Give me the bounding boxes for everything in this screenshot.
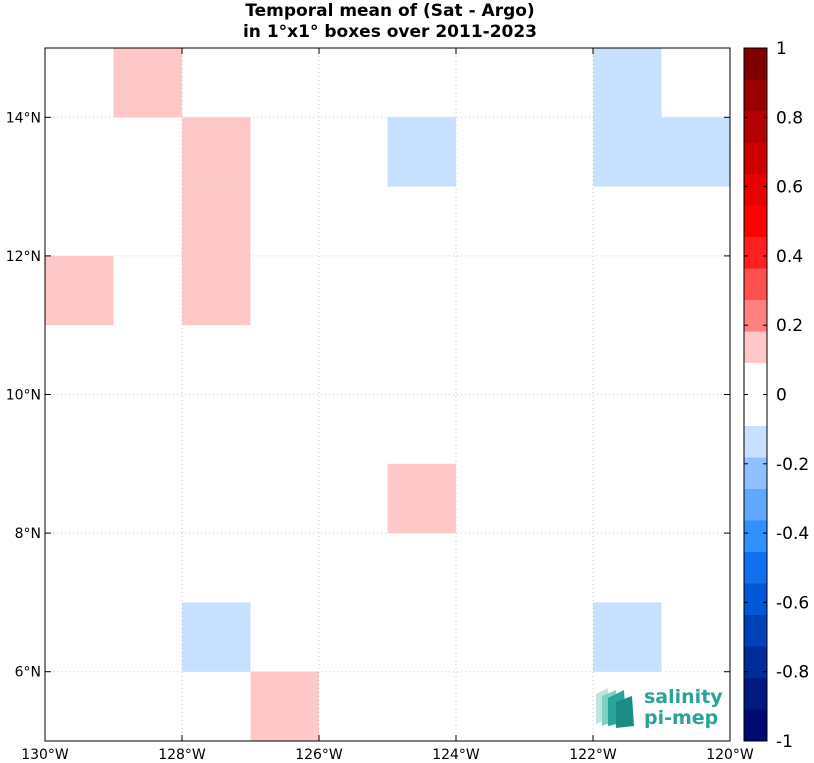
colorbar-tick-label: 0.6 [776,178,803,198]
y-tick-label: 10°N [6,388,41,404]
colorbar-bin [744,709,767,742]
colorbar-bin [744,79,767,112]
colorbar-bin [744,678,767,710]
colorbar-tick-label: 0.2 [776,316,803,336]
heatmap-cell [661,117,730,187]
colorbar-bin [744,268,767,301]
heatmap-cell [593,602,662,672]
heatmap-cells [45,48,730,741]
colorbar-tick-label: -0.6 [776,593,809,613]
colorbar-bin [744,520,767,553]
colorbar-bin [744,205,767,238]
y-tick-label: 14°N [6,110,41,126]
heatmap-cell [182,117,251,187]
colorbar-tick-label: -0.4 [776,524,809,544]
colorbar-bin [744,394,767,427]
y-tick-label: 12°N [6,249,41,265]
chart-title-line-2: in 1°x1° boxes over 2011-2023 [242,22,538,42]
x-tick-label: 126°W [295,747,343,763]
logo-line-2: pi-mep [644,707,718,729]
x-tick-label: 128°W [158,747,206,763]
colorbar-tick-label: -0.2 [776,455,809,475]
colorbar-tick-label: -1 [776,732,793,752]
x-tick-label: 120°W [706,747,754,763]
y-tick-label: 6°N [15,665,41,681]
colorbar-bin [744,489,767,521]
colorbar-bin [744,174,767,206]
colorbar-tick-label: -0.8 [776,663,809,683]
colorbar-bin [744,331,767,364]
heatmap-cell [45,255,114,326]
heatmap-cell [182,186,251,256]
y-axis: 6°N 8°N 10°N 12°N 14°N [6,110,730,681]
chart-title-line-1: Temporal mean of (Sat - Argo) [245,1,535,21]
colorbar-bin [744,552,767,584]
colorbar-bin [744,615,767,647]
colorbar-bin [744,300,767,332]
x-tick-label: 130°W [21,747,69,763]
colorbar-tick-label: 0 [776,386,787,406]
y-tick-label: 8°N [15,526,41,542]
colorbar-bin [744,48,767,80]
colorbar-tick-label: 0.8 [776,108,803,128]
heatmap-cell [182,255,251,326]
colorbar-tick-label: 1 [776,39,787,59]
heatmap-cell [593,117,662,187]
colorbar-bin [744,457,767,490]
colorbar-bin [744,363,767,395]
heatmap-cell [182,602,251,672]
x-tick-label: 122°W [569,747,617,763]
colorbar-bin [744,142,767,175]
colorbar-bin [744,426,767,458]
heatmap-cell [387,463,456,534]
heatmap-cell [113,48,182,118]
colorbar-bin [744,237,767,269]
salinity-pimep-logo: salinity pi-mep [596,686,723,729]
x-tick-label: 124°W [432,747,480,763]
x-axis: 130°W 128°W 126°W 124°W 122°W 120°W [21,48,754,763]
colorbar-bin [744,583,767,616]
heatmap-cell [387,117,456,187]
heatmap-cell [250,671,319,741]
logo-line-1: salinity [644,686,723,708]
colorbar: 1 0.8 0.6 0.4 0.2 0 -0.2 -0.4 -0.6 -0.8 -1 [743,39,809,752]
colorbar-bin [744,111,767,143]
colorbar-tick-label: 0.4 [776,247,803,267]
heatmap-cell [593,48,662,118]
colorbar-bin [744,646,767,679]
